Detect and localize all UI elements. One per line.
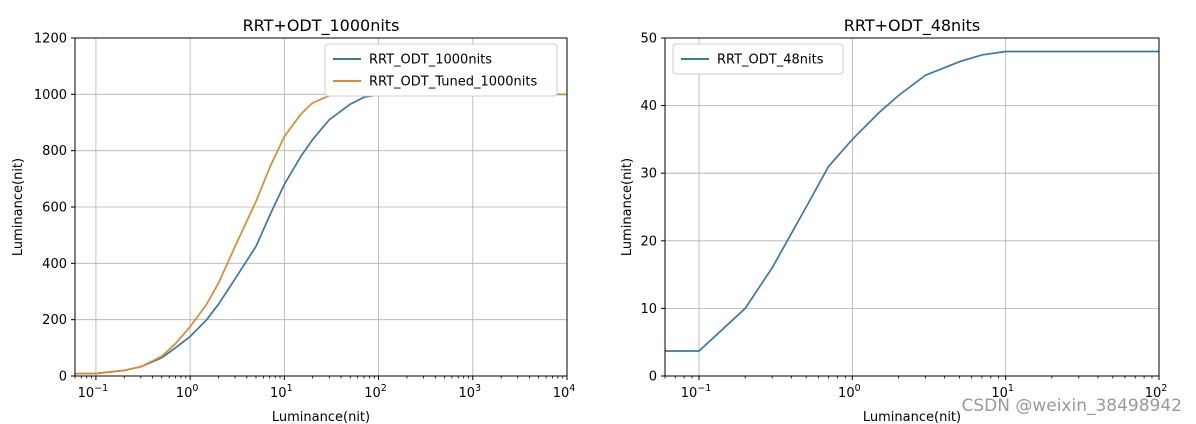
y-tick-label: 800: [42, 144, 67, 159]
x-tick-label: 104: [553, 383, 576, 401]
legend-label: RRT_ODT_48nits: [717, 53, 824, 68]
legend-box: [324, 43, 558, 97]
series-line-2: [75, 93, 567, 375]
y-tick-label: 200: [42, 313, 67, 328]
x-tick-label: 100: [176, 383, 199, 401]
legend: RRT_ODT_48nits: [672, 43, 844, 75]
x-tick-label: 103: [458, 383, 481, 401]
x-tick-label: 102: [364, 383, 387, 401]
y-tick-label: 600: [42, 201, 67, 216]
y-tick-label: 40: [640, 99, 657, 114]
chart-2: 10−1 100 101 10201020304050RRT+ODT_48nitsLu…: [620, 16, 1167, 424]
y-tick-label: 20: [640, 234, 657, 249]
legend-label: RRT_ODT_Tuned_1000nits: [369, 75, 537, 90]
x-tick-label: 10−1: [78, 383, 109, 401]
y-tick-label: 10: [640, 302, 657, 317]
y-tick-label: 1000: [34, 88, 67, 103]
y-tick-label: 0: [649, 370, 657, 385]
legend: RRT_ODT_1000nits RRT_ODT_Tuned_1000nits: [324, 43, 558, 97]
legend-box: [672, 43, 844, 75]
chart-title: RRT+ODT_48nits: [844, 16, 981, 36]
y-tick-label: 400: [42, 257, 67, 272]
y-tick-label: 30: [640, 167, 657, 182]
x-tick-label: 101: [270, 383, 293, 401]
legend-label: RRT_ODT_1000nits: [369, 53, 492, 68]
series-line-1: [665, 50, 1159, 352]
chart-1: 10−1 100 101 102 103 104 0 200 400 600 800 1000 1200…: [11, 16, 575, 424]
y-tick-label: 1200: [34, 32, 67, 47]
x-tick-label: 100: [838, 383, 861, 401]
plot-frame: [664, 37, 1160, 377]
x-axis-label: Luminance(nit): [272, 410, 370, 424]
x-tick-label: 10−1: [681, 383, 712, 401]
x-axis-label: Luminance(nit): [863, 410, 961, 424]
chart-title: RRT+ODT_1000nits: [243, 16, 400, 36]
y-axis-label: Luminance(nit): [11, 158, 26, 256]
y-tick-label: 50: [640, 32, 657, 47]
watermark-text: CSDN @weixin_38498942: [961, 396, 1182, 416]
y-tick-label: 0: [59, 370, 67, 385]
y-axis-label: Luminance(nit): [620, 158, 635, 256]
series-line-1: [75, 93, 567, 375]
